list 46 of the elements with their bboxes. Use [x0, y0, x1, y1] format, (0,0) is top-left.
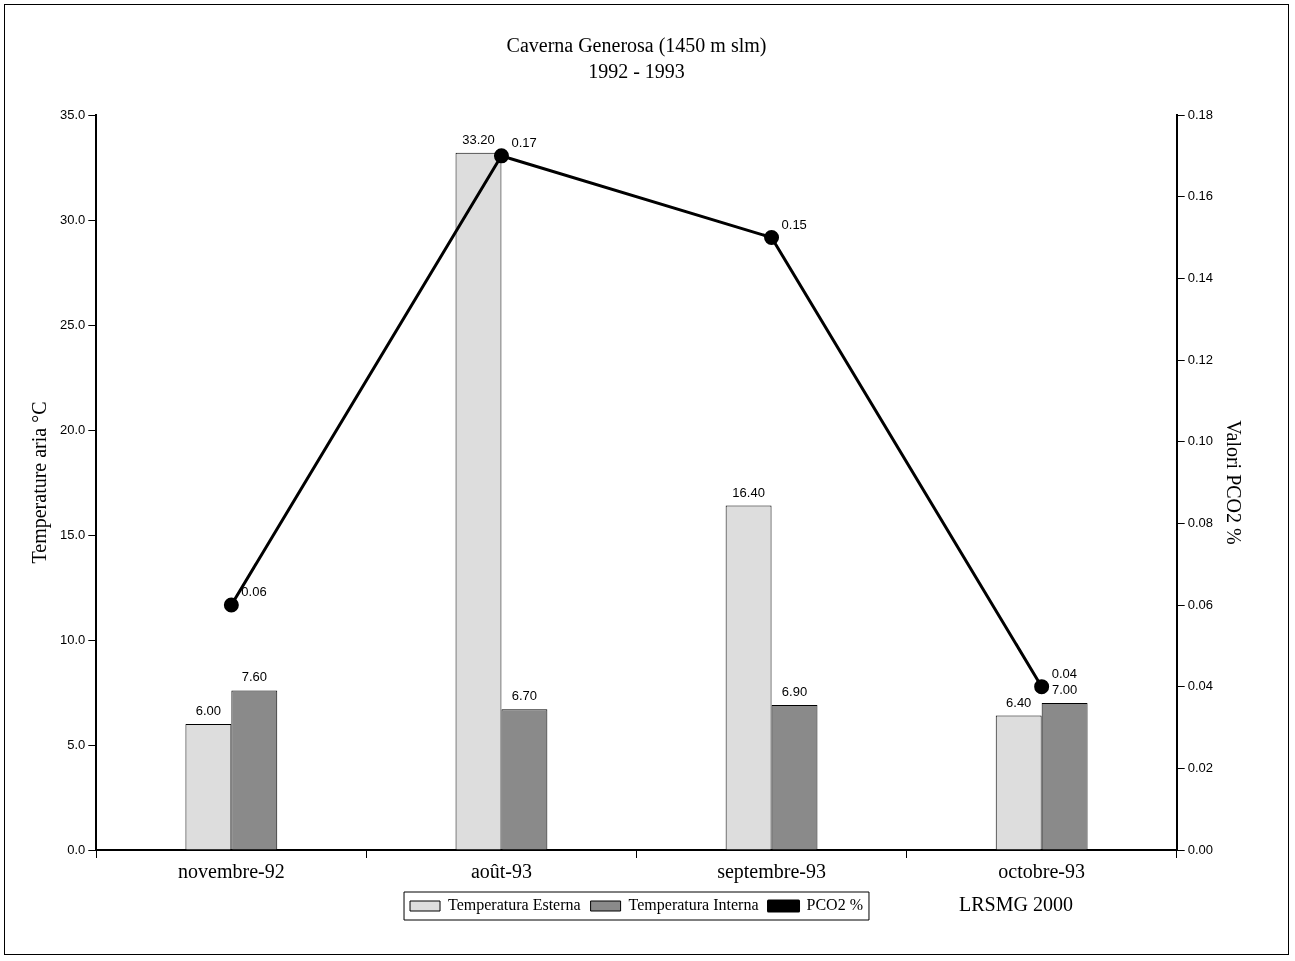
x-tick-label: août-93: [470, 860, 532, 883]
data-label: 7.60: [241, 669, 267, 685]
legend-label: Temperatura Esterna: [448, 896, 581, 915]
data-label: 6.00: [195, 703, 222, 719]
point: [1034, 679, 1050, 695]
y-axis-title: Temperature aria °C: [28, 401, 52, 564]
y-tick-label: 5.0: [67, 736, 86, 752]
point: [764, 230, 780, 245]
y2-tick-label: 0.12: [1187, 351, 1214, 367]
y2-tick-label: 0.06: [1187, 596, 1214, 612]
y-tick-label: 0.0: [67, 841, 86, 857]
point: [493, 148, 509, 164]
data-label: 6.40: [1006, 694, 1032, 710]
y-tick-label: 30.0: [59, 211, 86, 227]
y2-tick-label: 0.08: [1187, 514, 1214, 530]
y-tick-label: 35.0: [59, 106, 86, 122]
data-label: 0.04: [1051, 665, 1077, 681]
y-tick-label: 10.0: [59, 631, 86, 647]
y-tick-label: 15.0: [59, 526, 86, 542]
x-tick-label: octobre-93: [998, 860, 1085, 883]
data-label: 6.90: [781, 684, 808, 700]
y2-tick-label: 0.14: [1187, 269, 1214, 285]
y2-tick-label: 0.04: [1187, 678, 1214, 694]
chart-title: Caverna Generosa (1450 m slm): [506, 34, 767, 58]
y2-tick-label: 0.10: [1187, 433, 1214, 449]
y2-tick-label: 0.00: [1187, 841, 1214, 857]
data-label: 0.06: [241, 584, 267, 600]
text: LRSMG 2000: [958, 893, 1073, 916]
data-label: 6.70: [511, 688, 538, 704]
y-tick-label: 25.0: [59, 316, 86, 332]
y2-tick-label: 0.16: [1187, 188, 1214, 204]
chart-subtitle: 1992 - 1993: [588, 60, 685, 83]
y-tick-label: 20.0: [59, 421, 86, 437]
data-label: 0.15: [781, 216, 807, 232]
x-tick-label: novembre-92: [178, 860, 285, 883]
legend-label: PCO2 %: [806, 896, 863, 914]
point: [223, 597, 239, 613]
y2-tick-label: 0.18: [1187, 106, 1214, 122]
y2-axis-title: Valori PCO2 %: [1222, 420, 1245, 545]
y2-tick-label: 0.02: [1187, 759, 1214, 775]
x-tick-label: septembre-93: [717, 860, 826, 884]
data-label: 7.00: [1051, 682, 1078, 698]
data-label: 0.17: [511, 134, 537, 150]
legend-label: Temperatura Interna: [628, 896, 759, 915]
data-label: 33.20: [462, 131, 495, 147]
data-label: 16.40: [732, 484, 765, 500]
